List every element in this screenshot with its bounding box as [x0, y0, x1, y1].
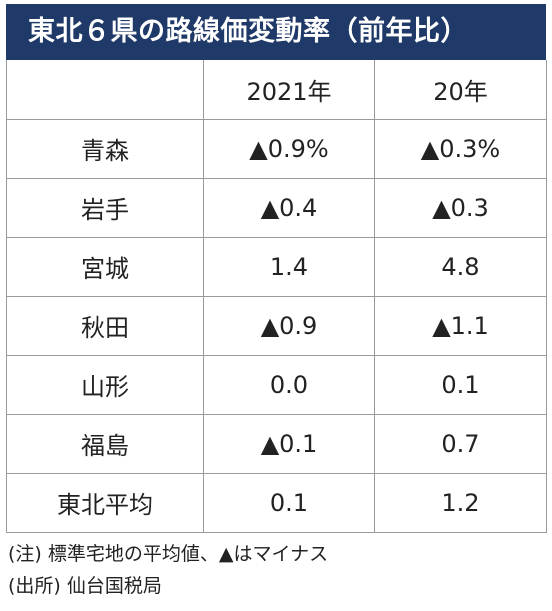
value-2020-cell: 0.1: [374, 354, 547, 415]
table-row: 山形 0.0 0.1: [6, 354, 547, 415]
table-header-row: 2021年 20年: [6, 60, 547, 120]
value-2021-cell: 0.1: [203, 472, 375, 533]
value-2020-cell: 0.7: [374, 413, 547, 474]
note-text: (注) 標準宅地の平均値、▲はマイナス: [8, 543, 329, 565]
land-price-table: 2021年 20年 青森 ▲0.9% ▲0.3% 岩手 ▲0.4 ▲0.3 宮城…: [6, 60, 547, 533]
header-empty-cell: [6, 60, 204, 120]
source-text: (出所) 仙台国税局: [8, 575, 162, 597]
table-row: 東北平均 0.1 1.2: [6, 472, 547, 533]
header-year-2020: 20年: [374, 60, 547, 120]
region-cell: 山形: [6, 354, 204, 415]
value-2020-cell: ▲0.3: [374, 177, 547, 238]
table-row: 福島 ▲0.1 0.7: [6, 413, 547, 474]
region-cell: 宮城: [6, 236, 204, 297]
value-2021-cell: 1.4: [203, 236, 375, 297]
value-2021-cell: ▲0.1: [203, 413, 375, 474]
table-row: 宮城 1.4 4.8: [6, 236, 547, 297]
region-cell: 秋田: [6, 295, 204, 356]
table-row: 青森 ▲0.9% ▲0.3%: [6, 118, 547, 179]
table-title: 東北６県の路線価変動率（前年比）: [6, 4, 546, 60]
value-2021-cell: ▲0.9: [203, 295, 375, 356]
value-2020-cell: 1.2: [374, 472, 547, 533]
region-cell: 福島: [6, 413, 204, 474]
value-2021-cell: 0.0: [203, 354, 375, 415]
value-2020-cell: ▲0.3%: [374, 118, 547, 179]
region-cell: 岩手: [6, 177, 204, 238]
value-2021-cell: ▲0.9%: [203, 118, 375, 179]
table-row: 岩手 ▲0.4 ▲0.3: [6, 177, 547, 238]
header-year-2021: 2021年: [203, 60, 375, 120]
value-2020-cell: ▲1.1: [374, 295, 547, 356]
table-row: 秋田 ▲0.9 ▲1.1: [6, 295, 547, 356]
table-notes: (注) 標準宅地の平均値、▲はマイナス (出所) 仙台国税局: [8, 538, 328, 602]
value-2020-cell: 4.8: [374, 236, 547, 297]
region-cell: 東北平均: [6, 472, 204, 533]
region-cell: 青森: [6, 118, 204, 179]
value-2021-cell: ▲0.4: [203, 177, 375, 238]
